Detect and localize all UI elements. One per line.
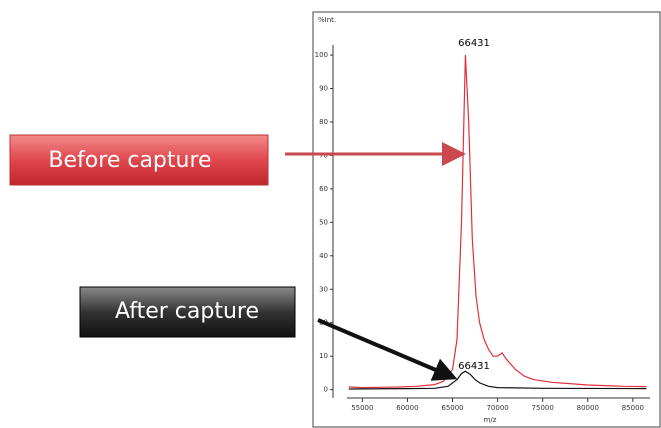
callout-box xyxy=(9,134,269,186)
y-tick-label: 30 xyxy=(319,285,328,293)
chart-frame xyxy=(312,11,661,428)
callout-box xyxy=(79,286,296,338)
x-tick-label: 70000 xyxy=(486,404,508,412)
y-axis-label: %Int. xyxy=(318,16,336,24)
x-axis-label: m/z xyxy=(484,416,497,424)
y-tick-label: 0 xyxy=(324,386,328,394)
peak-label: 66431 xyxy=(458,361,490,372)
peak-label: 66431 xyxy=(458,38,490,49)
series-line xyxy=(348,370,647,390)
x-tick-label: 75000 xyxy=(532,404,554,412)
y-tick-label: 10 xyxy=(319,352,328,360)
y-tick-label: 80 xyxy=(319,118,328,126)
x-tick-label: 65000 xyxy=(441,404,463,412)
x-tick-label: 80000 xyxy=(577,404,599,412)
x-tick-label: 55000 xyxy=(351,404,373,412)
y-tick-label: 100 xyxy=(315,51,328,59)
y-tick-label: 40 xyxy=(319,252,328,260)
x-tick-label: 60000 xyxy=(396,404,418,412)
y-tick-label: 90 xyxy=(319,84,328,92)
x-tick-label: 85000 xyxy=(622,404,644,412)
y-tick-label: 50 xyxy=(319,218,328,226)
callout-arrow xyxy=(317,318,458,381)
y-tick-label: 60 xyxy=(319,185,328,193)
callout-label: Before capture xyxy=(48,148,211,173)
callout-label: After capture xyxy=(115,299,259,324)
series-line xyxy=(348,54,647,389)
